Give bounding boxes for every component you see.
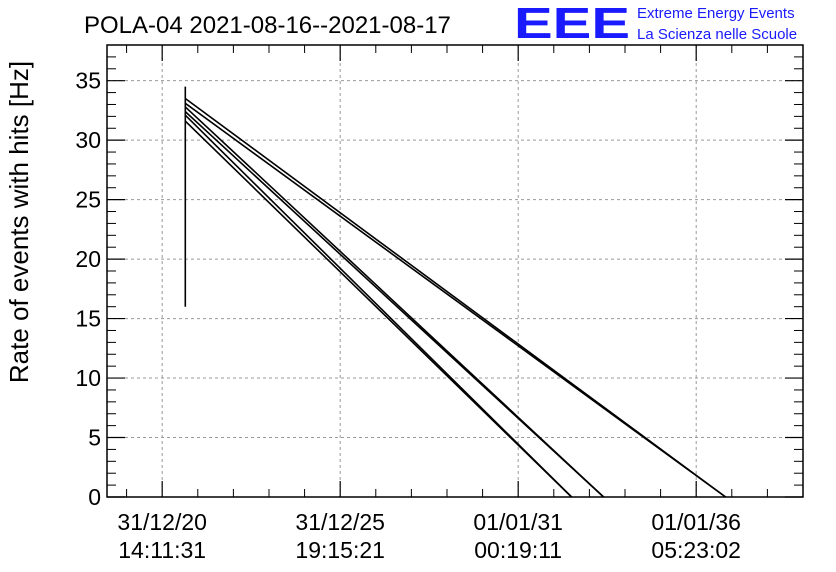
- y-tick-label: 20: [75, 246, 101, 272]
- y-tick-label: 25: [75, 187, 101, 213]
- x-tick-label-date: 31/12/25: [295, 509, 385, 535]
- y-tick-label: 0: [88, 484, 101, 510]
- x-tick-label-time: 00:19:11: [474, 537, 562, 563]
- x-tick-label-time: 05:23:02: [651, 537, 741, 563]
- y-tick-label: 30: [75, 127, 101, 153]
- y-tick-label: 5: [88, 425, 101, 451]
- axis-ticks: [107, 44, 803, 498]
- x-tick-label-date: 01/01/36: [651, 509, 741, 535]
- x-tick-label-time: 14:11:31: [118, 537, 206, 563]
- logo-line-2: La Scienza nelle Scuole: [637, 26, 797, 43]
- x-tick-label-date: 31/12/20: [117, 509, 207, 535]
- y-tick-label: 35: [75, 68, 101, 94]
- series-line-5: [184, 111, 605, 498]
- eee-logo: EEE Extreme Energy Events La Scienza nel…: [514, 0, 797, 48]
- x-tick-label-time: 19:15:21: [295, 537, 385, 563]
- y-axis-label: Rate of events with hits [Hz]: [4, 61, 34, 383]
- y-tick-label: 10: [75, 365, 101, 391]
- series-group: [184, 86, 727, 498]
- plot-frame: [106, 44, 804, 498]
- eee-logo-mark: EEE: [514, 0, 630, 48]
- series-line-3: [184, 102, 727, 498]
- x-tick-label-date: 01/01/31: [473, 509, 563, 535]
- grid: [107, 45, 803, 497]
- series-line-7: [184, 120, 573, 498]
- logo-line-1: Extreme Energy Events: [637, 5, 795, 22]
- chart-title: POLA-04 2021-08-16--2021-08-17: [84, 12, 451, 39]
- y-tick-label: 15: [75, 306, 101, 332]
